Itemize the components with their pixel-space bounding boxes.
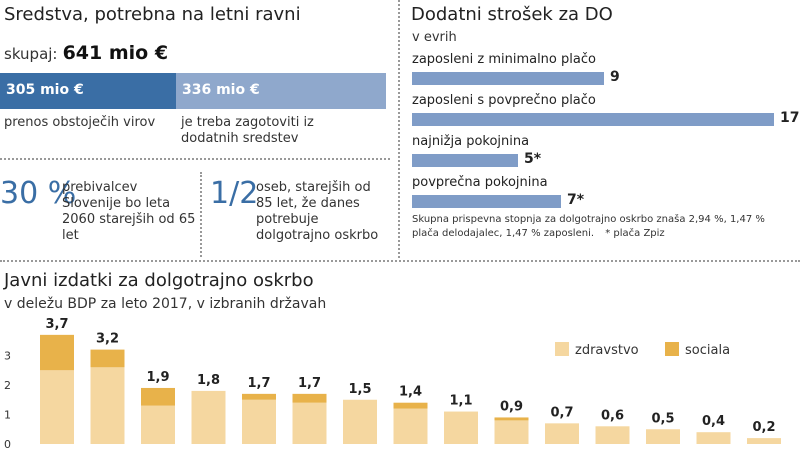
bar-sociala	[90, 349, 125, 368]
funds-existing-bar: 305 mio €	[0, 73, 176, 109]
funds-additional-desc: je treba zagotoviti iz dodatnih sredstev	[181, 115, 314, 146]
y-tick-label: 3	[4, 350, 11, 363]
bar-total-label: 3,2	[96, 332, 119, 347]
bar-zdravstvo	[40, 370, 74, 444]
bar-total-label: 1,7	[247, 376, 270, 391]
chart-subtitle: v deležu BDP za leto 2017, v izbranih dr…	[4, 296, 327, 312]
funds-existing-desc: prenos obstoječih virov	[4, 115, 156, 130]
bar-zdravstvo	[646, 429, 680, 444]
chart-area: 0 1 2 3 3,7 3,2 1,9 1,8 1,7 1,7 1,5 1,4 1,1 0,9 0,7 0,6…	[4, 317, 781, 450]
stat-elderly-desc: oseb, starejših od 85 let, že danes potr…	[256, 180, 379, 243]
cost-note: Skupna prispevna stopnja za dolgotrajno …	[412, 213, 792, 241]
y-tick-label: 2	[4, 379, 11, 392]
cost-item-bar	[412, 154, 518, 167]
legend-swatch	[665, 342, 679, 356]
cost-subtitle: v evrih	[412, 30, 457, 45]
bar-zdravstvo	[494, 420, 529, 444]
funds-additional-amount: 336 mio €	[182, 82, 260, 98]
funds-title: Sredstva, potrebna na letni ravni	[4, 4, 301, 25]
funds-total-label: skupaj:	[4, 45, 58, 63]
legend-label: sociala	[685, 343, 730, 358]
cost-item-label: povprečna pokojnina	[412, 175, 548, 190]
stat-elderly-value: 1/2	[210, 176, 259, 211]
bar-total-label: 0,4	[702, 414, 725, 429]
bar-sociala	[292, 393, 327, 403]
divider-stats	[200, 172, 202, 257]
chart-title: Javni izdatki za dolgotrajno oskrbo	[4, 270, 314, 291]
bar-sociala	[494, 417, 529, 421]
bar-total-label: 0,2	[752, 420, 775, 435]
bar-total-label: 1,7	[298, 376, 321, 391]
cost-item-value: 7*	[567, 192, 585, 208]
bar-zdravstvo	[393, 408, 428, 444]
bar-zdravstvo	[696, 432, 731, 444]
cost-title: Dodatni strošek za DO	[411, 4, 613, 25]
funds-total-value: 641 mio €	[62, 42, 169, 64]
cost-item-label: zaposleni z minimalno plačo	[412, 52, 596, 67]
funds-existing-amount: 305 mio €	[6, 82, 84, 98]
bar-total-label: 0,5	[651, 411, 674, 426]
bar-zdravstvo	[242, 399, 276, 444]
funds-total: skupaj: 641 mio €	[4, 42, 168, 64]
cost-item-value: 5*	[524, 151, 542, 167]
cost-item-label: najnižja pokojnina	[412, 134, 530, 149]
divider-panels	[398, 0, 400, 258]
bar-zdravstvo	[444, 411, 478, 444]
divider-funds	[0, 158, 390, 160]
cost-item-value: 17	[780, 110, 800, 126]
bar-total-label: 1,8	[197, 373, 220, 388]
cost-item-bar	[412, 72, 604, 85]
bar-total-label: 1,4	[399, 385, 422, 400]
bar-total-label: 1,5	[348, 382, 371, 397]
bar-zdravstvo	[191, 390, 226, 444]
y-tick-label: 1	[4, 409, 11, 422]
bar-sociala	[141, 387, 175, 406]
bar-zdravstvo	[141, 405, 175, 444]
bar-zdravstvo	[343, 399, 377, 444]
legend-swatch	[555, 342, 569, 356]
bar-zdravstvo	[292, 402, 327, 444]
legend-label: zdravstvo	[575, 343, 639, 358]
stat-population-value: 30 %	[0, 176, 77, 211]
cost-footnote: * plača Zpiz	[605, 228, 665, 239]
stat-population-desc: prebivalcev Slovenije bo leta 2060 stare…	[62, 180, 196, 243]
bar-sociala	[393, 402, 428, 409]
bar-total-label: 3,7	[45, 317, 68, 332]
bar-sociala	[242, 393, 276, 400]
funds-additional-bar: 336 mio €	[176, 73, 386, 109]
bar-total-label: 0,6	[601, 408, 624, 423]
divider-sections	[0, 260, 800, 262]
cost-item-bar	[412, 113, 774, 126]
bar-zdravstvo	[747, 438, 781, 444]
bar-total-label: 1,1	[449, 394, 472, 409]
y-tick-label: 0	[4, 438, 11, 450]
bar-zdravstvo	[545, 423, 579, 444]
cost-item-bar	[412, 195, 561, 208]
cost-item-value: 9	[610, 69, 620, 85]
bar-zdravstvo	[90, 367, 125, 444]
bar-total-label: 0,9	[500, 399, 523, 414]
bar-sociala	[40, 334, 74, 371]
bar-zdravstvo	[595, 426, 630, 444]
cost-item-label: zaposleni s povprečno plačo	[412, 93, 596, 108]
bar-total-label: 1,9	[146, 370, 169, 385]
cost-note-text: Skupna prispevna stopnja za dolgotrajno …	[412, 214, 765, 239]
bar-total-label: 0,7	[550, 405, 573, 420]
